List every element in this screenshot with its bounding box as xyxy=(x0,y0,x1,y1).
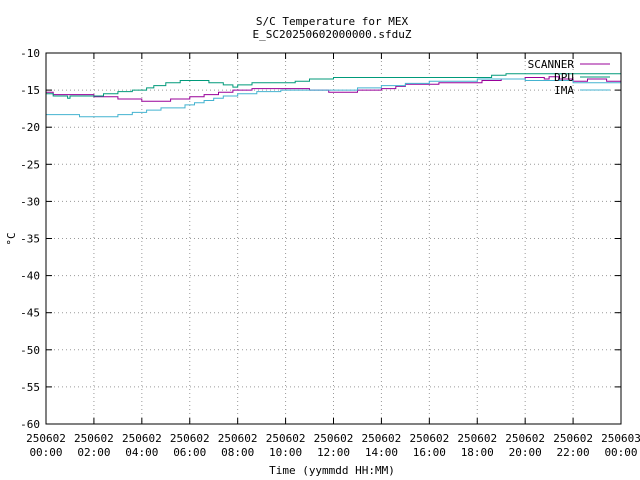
legend-label-dpu: DPU xyxy=(554,71,574,84)
y-tick-label: -45 xyxy=(20,307,40,320)
x-tick-time-label: 08:00 xyxy=(221,446,254,459)
y-tick-label: -20 xyxy=(20,121,40,134)
x-tick-date-label: 250602 xyxy=(74,432,114,445)
y-axis-ticks: -10 -15 -20 -25 -30 -35 -40 -45 -50 -55 -60 xyxy=(20,47,621,431)
series-line-dpu xyxy=(46,73,621,99)
x-tick-time-label: 06:00 xyxy=(173,446,206,459)
y-tick-label: -50 xyxy=(20,344,40,357)
legend-label-scanner: SCANNER xyxy=(528,58,575,71)
y-tick-label: -40 xyxy=(20,270,40,283)
series-line-ima xyxy=(46,78,621,118)
x-tick-date-label: 250602 xyxy=(266,432,306,445)
x-tick-time-label: 10:00 xyxy=(269,446,302,459)
y-tick-label: -35 xyxy=(20,233,40,246)
y-tick-label: -15 xyxy=(20,84,40,97)
x-tick-time-label: 02:00 xyxy=(77,446,110,459)
x-tick-date-label: 250602 xyxy=(122,432,162,445)
x-tick-date-label: 250603 xyxy=(601,432,640,445)
x-tick-time-label: 18:00 xyxy=(461,446,494,459)
x-tick-time-label: 22:00 xyxy=(557,446,590,459)
legend-label-ima: IMA xyxy=(554,84,574,97)
series-lines xyxy=(46,73,621,118)
y-tick-label: -25 xyxy=(20,158,40,171)
x-tick-date-label: 250602 xyxy=(505,432,545,445)
chart-subtitle: E_SC20250602000000.sfduZ xyxy=(253,28,412,41)
x-tick-time-label: 12:00 xyxy=(317,446,350,459)
x-axis-ticks: 25060200:0025060202:0025060204:002506020… xyxy=(26,53,640,459)
y-tick-label: -55 xyxy=(20,381,40,394)
x-axis-label: Time (yymmdd HH:MM) xyxy=(269,464,395,477)
series-line-scanner xyxy=(46,76,621,102)
y-tick-label: -10 xyxy=(20,47,40,60)
y-tick-label: -60 xyxy=(20,418,40,431)
x-tick-time-label: 00:00 xyxy=(29,446,62,459)
x-tick-time-label: 00:00 xyxy=(604,446,637,459)
x-tick-time-label: 20:00 xyxy=(509,446,542,459)
y-axis-label: °C xyxy=(5,232,18,245)
x-tick-date-label: 250602 xyxy=(170,432,210,445)
x-tick-date-label: 250602 xyxy=(362,432,402,445)
grid xyxy=(46,53,621,424)
x-tick-date-label: 250602 xyxy=(553,432,593,445)
x-tick-date-label: 250602 xyxy=(218,432,258,445)
x-tick-time-label: 04:00 xyxy=(125,446,158,459)
chart-title: S/C Temperature for MEX xyxy=(256,15,409,28)
x-tick-date-label: 250602 xyxy=(457,432,497,445)
x-tick-date-label: 250602 xyxy=(409,432,449,445)
x-tick-time-label: 16:00 xyxy=(413,446,446,459)
x-tick-date-label: 250602 xyxy=(26,432,66,445)
x-tick-time-label: 14:00 xyxy=(365,446,398,459)
x-tick-date-label: 250602 xyxy=(314,432,354,445)
y-tick-label: -30 xyxy=(20,195,40,208)
